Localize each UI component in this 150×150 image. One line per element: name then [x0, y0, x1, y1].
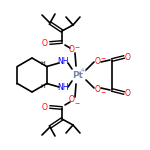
Text: 4+: 4+ [80, 69, 88, 74]
Text: O: O [125, 88, 131, 98]
Text: O: O [69, 45, 75, 54]
Text: −: − [74, 45, 80, 50]
Text: O: O [95, 57, 101, 66]
Text: O: O [125, 52, 131, 62]
Text: Pt: Pt [72, 70, 84, 80]
Text: −: − [74, 100, 80, 105]
Text: O: O [95, 84, 101, 93]
Text: NH: NH [57, 57, 69, 66]
Text: O: O [42, 39, 48, 48]
Text: −: − [100, 56, 106, 60]
Text: H: H [40, 84, 45, 89]
Text: O: O [42, 102, 48, 111]
Text: H: H [40, 61, 45, 66]
Text: O: O [69, 96, 75, 105]
Text: −: − [100, 90, 106, 94]
Text: NH: NH [57, 84, 69, 93]
